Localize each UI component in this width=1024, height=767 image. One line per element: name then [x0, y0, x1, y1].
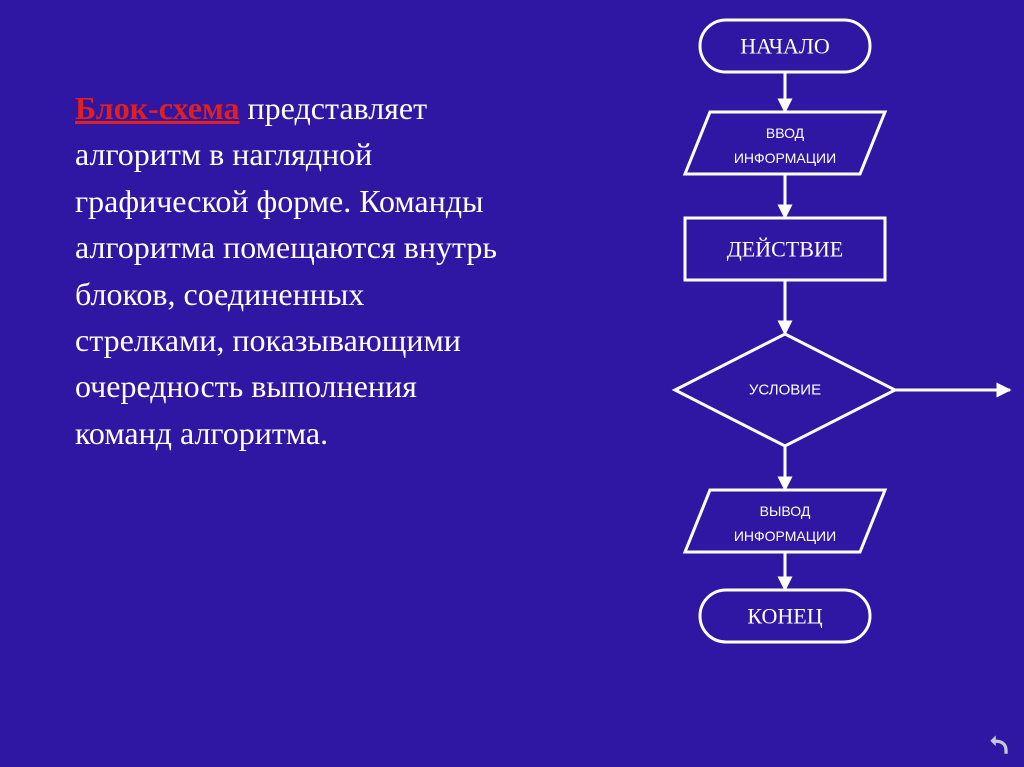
label-input-2: ИНФОРМАЦИИ	[734, 150, 836, 166]
label-output-2: ИНФОРМАЦИИ	[734, 528, 836, 544]
return-icon[interactable]	[986, 731, 1012, 757]
label-cond: УСЛОВИЕ	[749, 382, 821, 399]
flowchart-svg: НАЧАЛО ВВОД ИНФОРМАЦИИ ДЕЙСТВИЕ УСЛОВИЕ ВЫВОД…	[0, 0, 1024, 767]
label-input-1: ВВОД	[766, 125, 805, 141]
label-end: КОНЕЦ	[747, 604, 822, 629]
label-start: НАЧАЛО	[740, 34, 829, 59]
label-action: ДЕЙСТВИЕ	[727, 237, 843, 262]
label-output-1: ВЫВОД	[760, 503, 811, 519]
